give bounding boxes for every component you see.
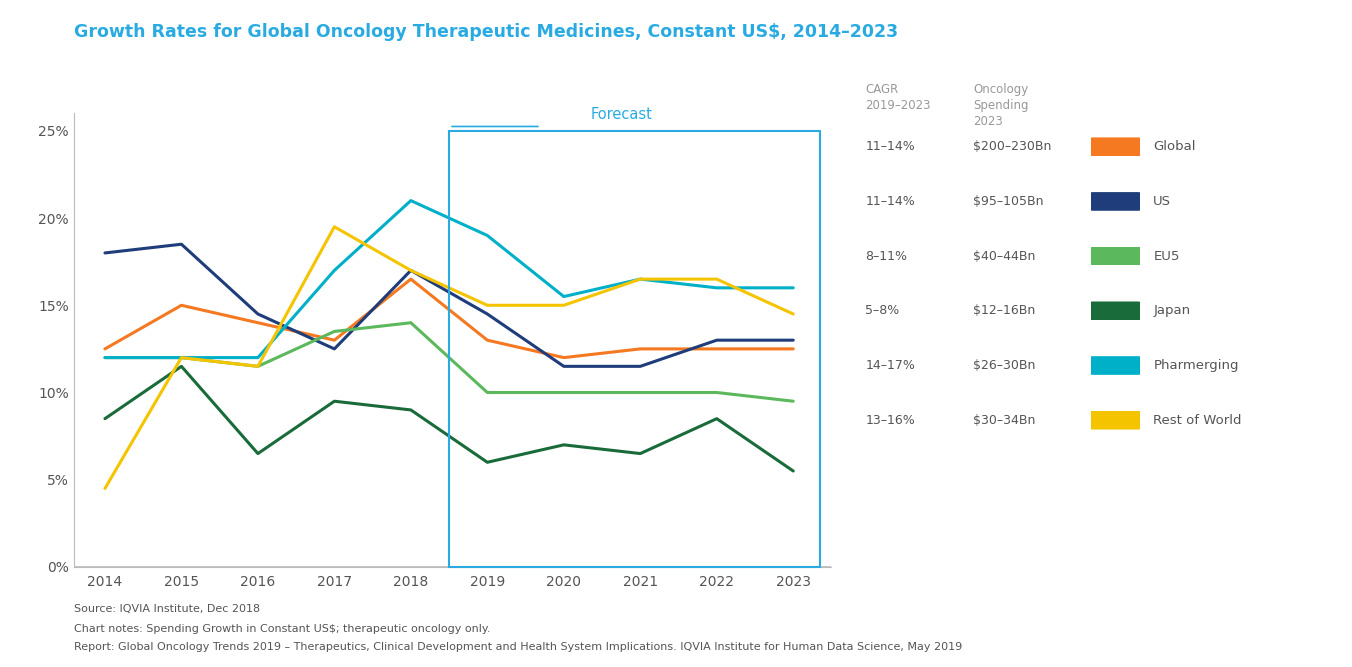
Text: Source: IQVIA Institute, Dec 2018: Source: IQVIA Institute, Dec 2018 bbox=[74, 604, 261, 614]
Text: $95–105Bn: $95–105Bn bbox=[973, 195, 1044, 208]
Text: $30–34Bn: $30–34Bn bbox=[973, 414, 1036, 427]
Text: $40–44Bn: $40–44Bn bbox=[973, 249, 1036, 263]
Text: Forecast: Forecast bbox=[591, 107, 652, 122]
Text: Growth Rates for Global Oncology Therapeutic Medicines, Constant US$, 2014–2023: Growth Rates for Global Oncology Therape… bbox=[74, 23, 899, 41]
Text: Chart notes: Spending Growth in Constant US$; therapeutic oncology only.: Chart notes: Spending Growth in Constant… bbox=[74, 624, 491, 634]
FancyBboxPatch shape bbox=[1090, 356, 1141, 375]
Text: US: US bbox=[1153, 195, 1171, 208]
Text: 11–14%: 11–14% bbox=[865, 140, 915, 153]
FancyBboxPatch shape bbox=[1090, 192, 1141, 211]
Text: Rest of World: Rest of World bbox=[1153, 414, 1241, 427]
Text: Report: Global Oncology Trends 2019 – Therapeutics, Clinical Development and Hea: Report: Global Oncology Trends 2019 – Th… bbox=[74, 642, 963, 652]
FancyBboxPatch shape bbox=[1090, 247, 1141, 265]
Text: CAGR
2019–2023: CAGR 2019–2023 bbox=[865, 83, 930, 112]
Bar bbox=[449, 131, 821, 567]
Text: 5–8%: 5–8% bbox=[865, 304, 899, 317]
Text: Oncology
Spending
2023: Oncology Spending 2023 bbox=[973, 83, 1029, 128]
Text: 13–16%: 13–16% bbox=[865, 414, 915, 427]
Text: $12–16Bn: $12–16Bn bbox=[973, 304, 1036, 317]
Text: Japan: Japan bbox=[1153, 304, 1190, 317]
Text: Pharmerging: Pharmerging bbox=[1153, 359, 1238, 372]
FancyBboxPatch shape bbox=[1090, 137, 1141, 156]
Text: $26–30Bn: $26–30Bn bbox=[973, 359, 1036, 372]
Text: EU5: EU5 bbox=[1153, 249, 1180, 263]
Text: Global: Global bbox=[1153, 140, 1195, 153]
Text: 8–11%: 8–11% bbox=[865, 249, 907, 263]
Text: 11–14%: 11–14% bbox=[865, 195, 915, 208]
FancyBboxPatch shape bbox=[1090, 301, 1141, 320]
Text: $200–230Bn: $200–230Bn bbox=[973, 140, 1052, 153]
Text: 14–17%: 14–17% bbox=[865, 359, 915, 372]
FancyBboxPatch shape bbox=[1090, 411, 1141, 430]
